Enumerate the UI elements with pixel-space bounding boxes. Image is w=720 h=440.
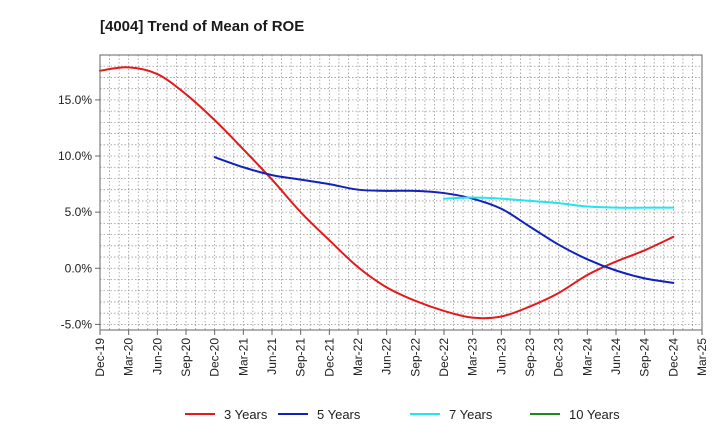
x-tick-label: Sep-23 [523,338,537,377]
x-tick-label: Jun-24 [609,338,623,375]
y-axis-ticks: 15.0% 10.0% 5.0% 0.0% -5.0% [58,93,100,331]
x-tick-label: Jun-21 [265,338,279,375]
series-line-7-years [443,196,675,209]
series-line-5-years [213,156,675,284]
legend: 3 Years 5 Years 7 Years 10 Years [185,407,620,422]
y-tick-label: 0.0% [65,261,93,275]
x-tick-label: Jun-20 [150,338,164,375]
series-layer [99,66,675,320]
x-tick-label: Dec-21 [322,338,336,377]
x-tick-label: Mar-21 [236,338,250,376]
x-tick-label: Mar-25 [695,338,709,376]
grid-layer [100,55,702,330]
x-tick-label: Jun-22 [380,338,394,375]
plot-frame [99,54,703,331]
x-tick-label: Dec-22 [437,338,451,377]
x-axis-ticks: Dec-19 Mar-20 Jun-20 Sep-20 Dec-20 Mar-21 Jun-… [93,330,709,377]
x-tick-label: Dec-24 [666,338,680,377]
x-tick-label: Sep-21 [294,338,308,377]
x-tick-label: Sep-24 [638,338,652,377]
legend-label-3-years: 3 Years [224,407,268,422]
x-tick-label: Jun-23 [494,338,508,375]
y-tick-label: 10.0% [58,149,92,163]
x-tick-label: Sep-20 [179,338,193,377]
x-tick-label: Mar-22 [351,338,365,376]
legend-label-10-years: 10 Years [569,407,620,422]
x-tick-label: Dec-19 [93,338,107,377]
series-line-3-years [99,66,675,320]
chart-title: [4004] Trend of Mean of ROE [100,18,304,35]
y-tick-label: -5.0% [61,317,93,331]
y-tick-label: 15.0% [58,93,92,107]
y-tick-label: 5.0% [65,205,93,219]
x-tick-label: Sep-22 [408,338,422,377]
x-tick-label: Mar-20 [122,338,136,376]
x-tick-label: Dec-23 [552,338,566,377]
x-tick-label: Dec-20 [208,338,222,377]
legend-label-7-years: 7 Years [449,407,493,422]
x-tick-label: Mar-23 [466,338,480,376]
legend-label-5-years: 5 Years [317,407,361,422]
x-tick-label: Mar-24 [580,338,594,376]
